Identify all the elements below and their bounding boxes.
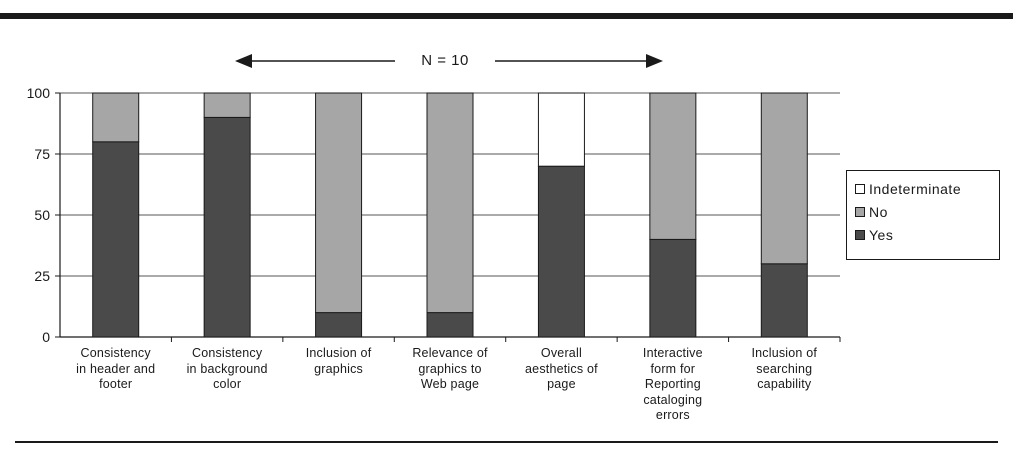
y-tick-label-25: 25: [34, 268, 50, 284]
y-tick-label-75: 75: [34, 146, 50, 162]
y-tick-label-100: 100: [27, 85, 51, 101]
x-tick-label-3: Inclusion of graphics: [305, 346, 372, 376]
x-tick-label-6: Interactive form for Reporting catalogin…: [642, 346, 703, 422]
x-tick-label-4: Relevance of graphics to Web page: [412, 346, 488, 391]
bar-no-6: [649, 92, 697, 240]
legend-item-indeterminate: Indeterminate: [855, 177, 999, 200]
n-arrow-left-head: [235, 54, 252, 68]
sample-size-annotation: N = 10: [395, 51, 495, 71]
legend-swatch-no: [855, 206, 865, 217]
legend: Indeterminate No Yes: [846, 170, 1000, 260]
legend-label-no: No: [869, 203, 888, 220]
legend-label-indeterminate: Indeterminate: [869, 180, 962, 197]
bar-indeterminate-5: [537, 92, 585, 167]
axes: 0 25 50 75 100: [27, 85, 841, 345]
legend-label-yes: Yes: [869, 226, 894, 243]
x-tick-label-7: Inclusion of searching capability: [751, 346, 818, 391]
n-arrow-right-head: [646, 54, 663, 68]
bar-yes-1: [92, 141, 140, 338]
x-tick-label-2: Consistency in background color: [186, 346, 268, 391]
bar-yes-5: [537, 165, 585, 338]
bar-yes-3: [315, 312, 363, 338]
legend-swatch-indeterminate: [855, 183, 865, 194]
bar-no-3: [315, 92, 363, 314]
legend-item-yes: Yes: [855, 223, 999, 246]
y-tick-label-50: 50: [34, 207, 50, 223]
bar-yes-6: [649, 238, 697, 338]
bottom-rule: [15, 441, 998, 443]
bar-yes-2: [203, 116, 251, 338]
top-rule: [0, 13, 1013, 19]
x-tick-label-1: Consistency in header and footer: [76, 346, 156, 391]
bar-no-1: [92, 92, 140, 143]
y-tick-label-0: 0: [42, 329, 50, 345]
bars: [92, 92, 808, 338]
bar-no-4: [426, 92, 474, 314]
bar-yes-7: [760, 263, 808, 338]
bar-yes-4: [426, 312, 474, 338]
legend-swatch-yes: [855, 229, 865, 240]
legend-item-no: No: [855, 200, 999, 223]
bar-no-2: [203, 92, 251, 118]
bar-no-7: [760, 92, 808, 265]
n-arrow: [235, 54, 663, 68]
x-tick-label-5: Overall aesthetics of page: [525, 346, 598, 391]
